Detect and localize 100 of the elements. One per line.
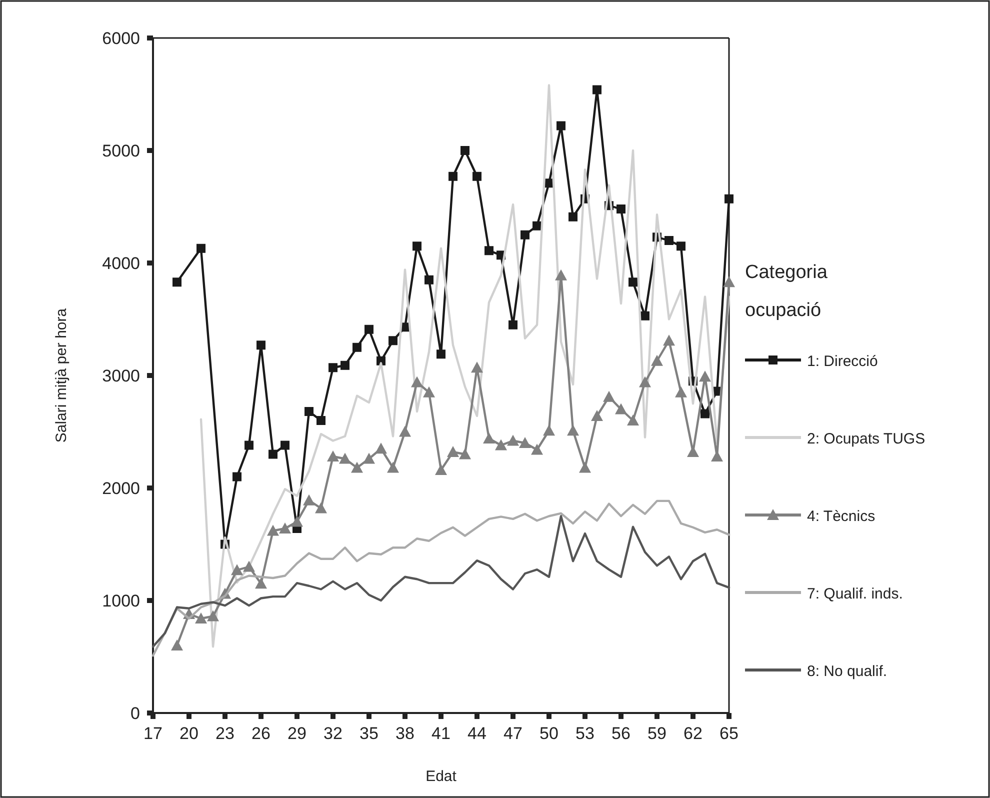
- point: [256, 340, 266, 350]
- x-tick-label: 50: [540, 724, 558, 743]
- point: [363, 452, 375, 464]
- x-tick-label: 53: [576, 724, 594, 743]
- point: [615, 403, 627, 414]
- y-tick-label: 6000: [102, 28, 140, 48]
- point: [375, 442, 387, 454]
- point: [663, 334, 675, 346]
- y-tick-label: 2000: [102, 478, 140, 498]
- point: [555, 269, 567, 280]
- x-tick-label: 59: [648, 724, 666, 743]
- point: [244, 440, 254, 450]
- point: [316, 416, 326, 425]
- point: [460, 146, 470, 155]
- point: [364, 324, 374, 334]
- point: [628, 278, 638, 287]
- point: [651, 354, 663, 366]
- point: [568, 212, 578, 222]
- point: [507, 434, 519, 446]
- point: [280, 440, 290, 450]
- point: [447, 446, 459, 457]
- point: [664, 236, 674, 245]
- point: [243, 560, 255, 572]
- x-tick-label: 17: [144, 724, 162, 743]
- point: [435, 464, 447, 475]
- y-tick-label: 5000: [102, 141, 140, 160]
- point: [483, 432, 495, 444]
- point: [592, 85, 602, 94]
- x-tick-label: 41: [432, 724, 450, 743]
- point: [627, 414, 639, 426]
- point: [699, 370, 711, 382]
- point: [411, 376, 423, 388]
- legend-label: 7: Qualif. inds.: [807, 586, 903, 602]
- point: [471, 362, 483, 373]
- point: [567, 424, 579, 436]
- point: [412, 242, 422, 251]
- point: [448, 172, 458, 181]
- x-tick-label: 38: [396, 724, 414, 743]
- point: [232, 472, 242, 482]
- line-series: [152, 515, 730, 648]
- y-tick-label: 4000: [102, 254, 140, 273]
- point: [543, 424, 555, 436]
- point: [532, 221, 542, 230]
- x-tick-label: 62: [684, 724, 702, 743]
- point: [436, 350, 446, 359]
- point: [387, 462, 399, 473]
- point: [495, 439, 507, 450]
- legend-label: 4: Tècnics: [807, 508, 876, 525]
- x-tick-label: 23: [216, 724, 234, 743]
- point: [351, 462, 363, 473]
- point: [231, 564, 243, 576]
- x-tick-label: 20: [180, 724, 198, 743]
- point: [676, 242, 686, 251]
- point: [616, 204, 626, 214]
- x-tick-label: 35: [360, 724, 378, 743]
- point: [388, 336, 398, 346]
- legend-label: 1: Direcció: [807, 353, 878, 370]
- x-tick-label: 26: [252, 724, 270, 743]
- y-tick-label: 3000: [102, 366, 140, 386]
- point: [700, 409, 710, 418]
- point: [520, 230, 530, 240]
- point: [459, 448, 471, 460]
- point: [519, 437, 531, 448]
- line-series: [200, 84, 730, 648]
- x-axis-title: Edat: [426, 768, 458, 785]
- point: [304, 407, 314, 416]
- point: [352, 342, 362, 352]
- y-tick-label: 0: [130, 704, 140, 723]
- point: [195, 612, 207, 624]
- point: [171, 640, 183, 650]
- x-tick-label: 29: [288, 724, 306, 743]
- point: [172, 278, 182, 287]
- legend-title: Categoria ocupació: [745, 262, 828, 321]
- point: [724, 194, 734, 204]
- point: [303, 494, 315, 506]
- x-tick-label: 65: [720, 724, 738, 743]
- x-tick-label: 56: [612, 724, 630, 743]
- point: [484, 246, 494, 256]
- x-tick-label: 47: [504, 724, 522, 743]
- point: [675, 386, 687, 398]
- point: [508, 320, 518, 330]
- y-axis-title: Salari mitjà per hora: [53, 308, 70, 443]
- point: [399, 426, 411, 437]
- point: [640, 311, 650, 320]
- point: [207, 610, 219, 622]
- point: [579, 462, 591, 473]
- point: [531, 444, 543, 455]
- point: [267, 524, 279, 536]
- x-tick-label: 44: [468, 724, 486, 743]
- x-tick-label: 32: [324, 724, 342, 743]
- point: [268, 450, 278, 459]
- point: [328, 363, 338, 372]
- point: [196, 244, 206, 253]
- point: [424, 275, 434, 284]
- point: [723, 276, 735, 288]
- point: [327, 450, 339, 462]
- line-series: [152, 500, 730, 657]
- point: [423, 386, 435, 398]
- point: [279, 522, 291, 534]
- point: [340, 360, 350, 370]
